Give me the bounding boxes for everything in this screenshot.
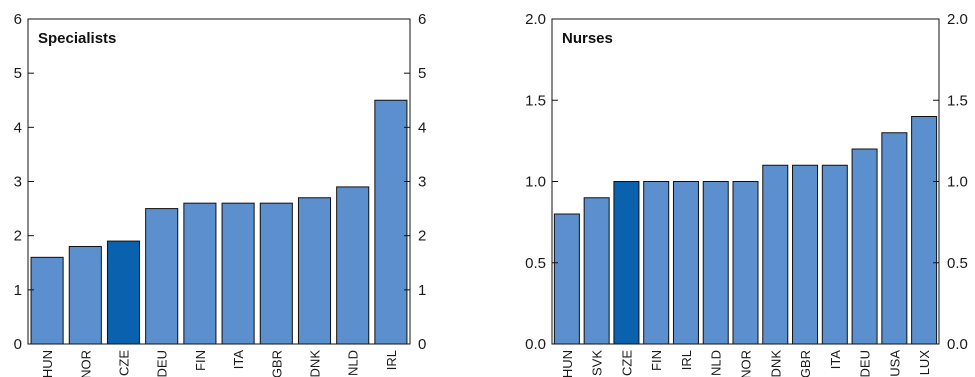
category-label-cze: CZE [117,350,132,376]
y-tick-label-left: 2.0 [525,11,546,28]
category-label-ita: ITA [828,350,843,370]
y-tick-label-left: 1.0 [525,174,546,191]
y-tick-label-left: 1.5 [525,92,546,109]
y-tick-label-right: 1.0 [947,174,968,191]
category-label-dnk: DNK [308,350,323,377]
bar-lux [911,116,938,345]
bar-irl [672,181,699,345]
category-label-gbr: GBR [798,350,813,377]
bar-hun [30,256,64,345]
category-label-hun: HUN [40,350,55,377]
y-tick-label-left: 4 [14,119,22,136]
bar-ita [821,164,848,345]
bar-nld [702,181,729,345]
chart-title: Nurses [562,30,613,47]
bar-nor [68,246,102,345]
bar-hun [553,213,580,345]
y-tick-label-right: 4 [418,119,426,136]
category-label-lux: LUX [917,350,932,376]
y-tick-label-left: 0.5 [525,255,546,272]
bar-dnk [297,197,332,345]
bar-fin [643,181,670,345]
bar-irl [374,99,408,345]
category-label-dnk: DNK [768,350,783,377]
nurses-chart: HUN SVK CZE FIN IRL NLD NOR DNK GBR ITA DEU USA LUX 0… [525,11,968,377]
chart-title: Specialists [38,30,116,47]
category-label-deu: DEU [155,350,170,377]
bar-ita [221,202,255,345]
y-tick-label-right: 1.5 [947,92,968,109]
bar-cze [106,240,141,345]
y-tick-label-left: 1 [14,282,22,299]
bar-dnk [762,164,789,345]
bar-gbr [259,202,293,345]
category-label-ita: ITA [231,350,246,370]
y-tick-label-right: 2.0 [947,11,968,28]
y-tick-label-left: 0 [14,336,22,353]
bar-nld [336,186,370,345]
y-tick-label-right: 6 [418,11,426,28]
bar-gbr [792,164,819,345]
y-tick-label-right: 0.0 [947,336,968,353]
bar-deu [851,148,878,345]
category-label-cze: CZE [619,350,634,376]
category-label-usa: USA [887,350,902,377]
y-tick-label-left: 0.0 [525,336,546,353]
bar-fin [183,202,217,345]
y-tick-label-left: 5 [14,65,22,82]
category-label-deu: DEU [858,350,873,377]
category-label-irl: IRL [679,350,694,370]
category-label-svk: SVK [590,350,605,376]
y-tick-label-right: 5 [418,65,426,82]
category-label-nor: NOR [78,350,93,377]
bar-nor [732,181,759,345]
category-label-hun: HUN [560,350,575,377]
bar-cze [613,181,640,345]
category-label-irl: IRL [384,350,399,370]
specialists-chart: HUN NOR CZE DEU FIN ITA GBR DNK NLD IRL 0 0 1 1 2 2 3 3 4 4… [14,11,427,377]
y-tick-label-right: 1 [418,282,426,299]
category-label-gbr: GBR [269,350,284,377]
category-label-fin: FIN [193,350,208,371]
category-label-fin: FIN [649,350,664,371]
bar-svk [583,197,610,345]
bar-usa [881,132,908,345]
y-tick-label-right: 0 [418,336,426,353]
y-tick-label-left: 3 [14,174,22,191]
y-tick-label-right: 0.5 [947,255,968,272]
y-tick-label-left: 6 [14,11,22,28]
category-label-nor: NOR [739,350,754,377]
category-label-nld: NLD [709,350,724,376]
y-tick-label-right: 3 [418,174,426,191]
y-tick-label-left: 2 [14,228,22,245]
category-label-nld: NLD [346,350,361,376]
bar-deu [145,208,179,345]
y-tick-label-right: 2 [418,228,426,245]
